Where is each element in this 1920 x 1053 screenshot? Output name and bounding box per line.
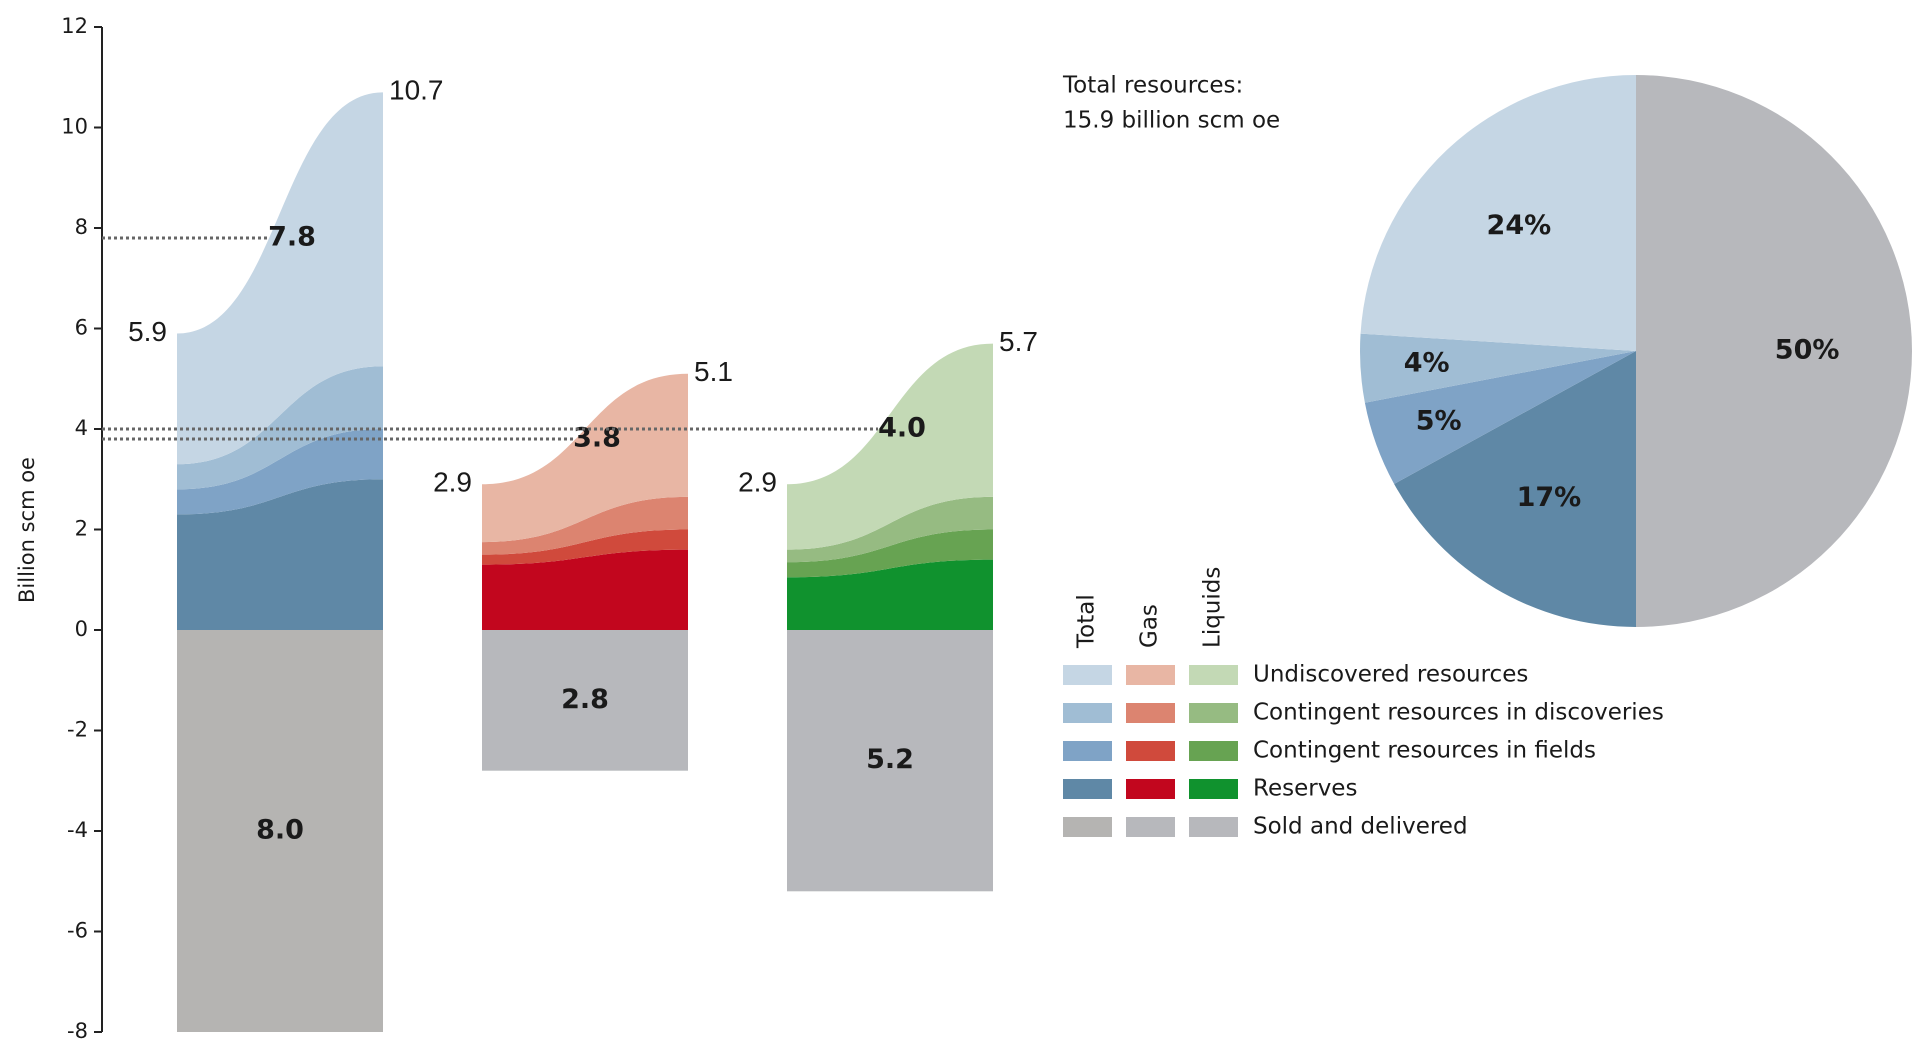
y-tick-label: -8 — [67, 1019, 88, 1043]
y-tick-label: 2 — [75, 517, 88, 541]
legend-label: Sold and delivered — [1253, 814, 1468, 840]
expected-label: 4.0 — [878, 413, 926, 444]
legend-label: Contingent resources in discoveries — [1253, 700, 1664, 726]
legend-swatch — [1063, 779, 1112, 799]
pie-label: 50% — [1775, 335, 1840, 366]
sold-label: 8.0 — [256, 815, 304, 846]
pie-label: 5% — [1416, 406, 1462, 437]
pie-slice — [1636, 75, 1912, 627]
y-tick-label: -6 — [67, 919, 88, 943]
sold-label: 5.2 — [866, 744, 914, 775]
resource-band — [787, 343, 993, 550]
legend-swatch — [1189, 817, 1238, 837]
legend-swatch — [1189, 703, 1238, 723]
pie-label: 24% — [1487, 210, 1552, 241]
legend-column-header: Gas — [1137, 604, 1163, 648]
y-tick-label: -4 — [67, 818, 88, 842]
legend-swatch — [1126, 817, 1175, 837]
resource-band — [177, 366, 383, 490]
resource-band — [787, 559, 993, 630]
legend-swatch — [1189, 779, 1238, 799]
sold-label: 2.8 — [561, 684, 609, 715]
low-label: 5.9 — [128, 316, 167, 347]
resource-band — [787, 529, 993, 578]
resource-band — [177, 429, 383, 515]
legend-swatch — [1126, 741, 1175, 761]
legend-label: Contingent resources in fields — [1253, 738, 1596, 764]
legend-swatch — [1063, 741, 1112, 761]
y-tick-label: 12 — [61, 14, 88, 38]
legend-swatch — [1126, 703, 1175, 723]
legend-swatch — [1189, 741, 1238, 761]
resource-band — [482, 496, 688, 555]
pie-slice — [1360, 333, 1636, 403]
resource-band — [482, 373, 688, 543]
y-tick-label: 10 — [61, 115, 88, 139]
sold-bar — [177, 630, 383, 1032]
pie-label: 17% — [1517, 482, 1582, 513]
legend-swatch — [1063, 817, 1112, 837]
resource-band — [787, 496, 993, 563]
legend-swatch — [1063, 665, 1112, 685]
y-tick-label: 4 — [75, 416, 88, 440]
expected-label: 3.8 — [573, 423, 621, 454]
y-tick-label: 0 — [75, 617, 88, 641]
high-label: 5.1 — [694, 356, 733, 387]
y-axis-label: Billion scm oe — [15, 457, 39, 603]
pie-slice — [1394, 351, 1636, 627]
legend-label: Reserves — [1253, 776, 1357, 802]
pie-slice — [1360, 75, 1636, 351]
resource-band — [177, 479, 383, 630]
legend-column-header: Liquids — [1200, 567, 1226, 648]
low-label: 2.9 — [433, 467, 472, 498]
high-label: 10.7 — [389, 75, 444, 106]
low-label: 2.9 — [738, 467, 777, 498]
pie-label: 4% — [1404, 348, 1450, 379]
sold-bar — [482, 630, 688, 771]
expected-label: 7.8 — [268, 222, 316, 253]
sold-bar — [787, 630, 993, 892]
pie-slice — [1364, 351, 1636, 484]
resource-band — [482, 529, 688, 565]
legend-swatch — [1126, 665, 1175, 685]
y-tick-label: 8 — [75, 215, 88, 239]
legend-swatch — [1189, 665, 1238, 685]
resource-band — [482, 549, 688, 630]
resource-band — [177, 92, 383, 465]
legend-column-header: Total — [1074, 594, 1100, 649]
legend-swatch — [1063, 703, 1112, 723]
y-tick-label: 6 — [75, 316, 88, 340]
legend-label: Undiscovered resources — [1253, 662, 1528, 688]
high-label: 5.7 — [999, 326, 1038, 357]
pie-subtitle: 15.9 billion scm oe — [1063, 108, 1280, 134]
legend-swatch — [1126, 779, 1175, 799]
y-tick-label: -2 — [67, 718, 88, 742]
pie-title: Total resources: — [1062, 73, 1243, 99]
